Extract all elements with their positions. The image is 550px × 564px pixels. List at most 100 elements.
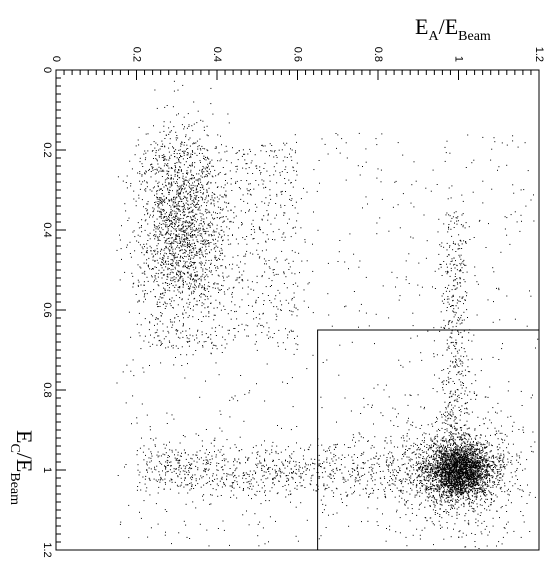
data-point [462,485,464,487]
data-point [455,433,457,435]
data-point [450,493,452,495]
data-point [433,524,435,526]
data-point [435,475,437,477]
data-point [475,518,477,520]
data-point [186,471,188,473]
data-point [143,459,145,461]
data-point [241,449,243,451]
data-point [518,455,520,457]
data-point [459,484,461,486]
data-point [496,475,498,477]
data-point [146,463,148,465]
data-point [210,462,212,464]
data-point [420,466,421,468]
data-point [437,441,439,443]
data-point [202,476,204,478]
data-point [510,502,512,504]
data-point [410,482,412,484]
data-point [506,435,508,437]
data-point [496,458,498,460]
data-point [288,478,290,480]
data-point [442,491,444,493]
data-point [470,446,472,448]
data-point [477,477,479,479]
data-point [434,474,436,476]
data-point [374,436,376,438]
data-point [449,467,451,469]
data-point [460,491,462,493]
data-point [408,448,410,450]
data-point [468,520,470,522]
data-point [157,451,159,453]
data-point [421,468,423,470]
data-point [470,398,472,400]
data-point [488,474,490,476]
data-point [459,248,461,250]
data-point [465,469,467,471]
data-point [425,462,427,464]
data-point [512,485,514,487]
data-point [428,488,430,490]
data-point [473,481,475,483]
data-point [465,468,467,470]
data-point [447,459,449,461]
data-point [461,365,463,367]
data-point [411,425,413,427]
data-point [362,475,364,476]
data-point [340,464,342,466]
data-point [458,394,460,396]
data-point [444,483,446,485]
data-point [295,464,297,466]
data-point [455,449,457,451]
data-point [507,493,509,495]
data-point [403,440,405,442]
data-point [462,455,464,457]
data-point [449,488,451,490]
data-point [479,462,481,464]
data-point [436,475,438,477]
data-point [401,458,403,460]
data-point [458,469,460,471]
data-point [400,481,402,482]
data-point [449,275,451,277]
data-point [464,300,466,301]
data-point [464,460,466,461]
data-point [477,520,479,522]
data-point [500,453,502,455]
data-point [472,480,474,482]
data-point [485,471,487,472]
data-point [441,484,442,486]
data-point [461,472,463,474]
data-point [424,466,426,468]
data-point [433,490,435,492]
data-point [497,446,498,448]
data-point [463,468,465,470]
data-point [460,317,462,319]
data-point [426,468,428,470]
data-point [449,336,451,338]
data-point [284,467,286,469]
data-point [436,416,437,418]
data-point [218,463,220,464]
data-point [230,490,232,492]
data-point [506,532,508,534]
data-point [456,494,458,496]
data-point [289,460,291,462]
data-point [447,473,449,475]
data-point [354,481,356,483]
data-point [387,465,389,467]
data-point [467,498,469,500]
data-point [453,308,455,310]
data-point [477,453,479,455]
data-point [392,455,393,457]
data-point [191,486,193,487]
data-point [472,464,474,466]
data-point [461,445,462,446]
data-point [452,461,454,462]
data-point [450,447,452,449]
data-point [454,475,456,477]
data-point [333,478,335,479]
data-point [451,452,453,454]
data-point [362,467,364,469]
data-point [402,446,404,448]
